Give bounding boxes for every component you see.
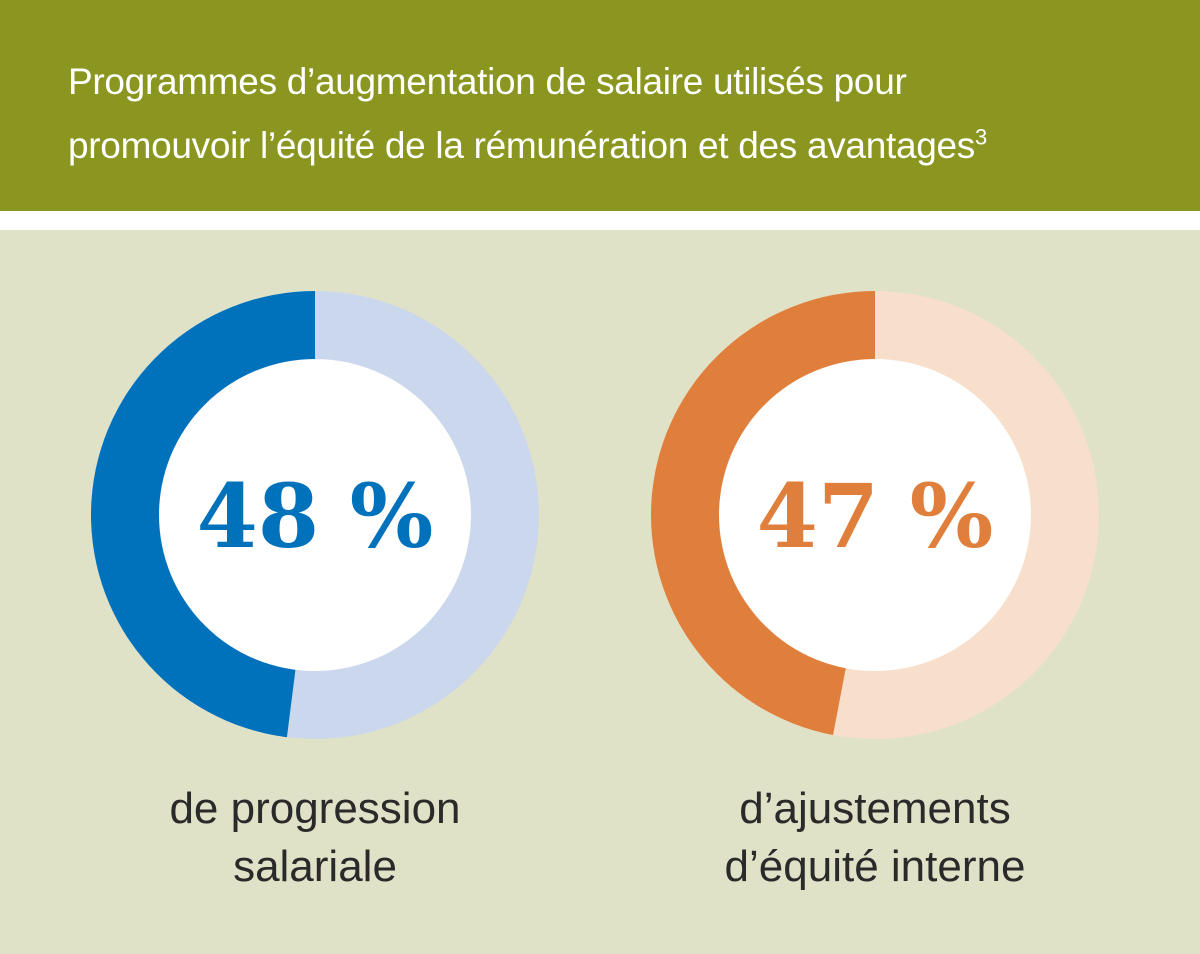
label-line-1: d’ajustements <box>739 784 1011 833</box>
donut-2-label: d’ajustements d’équité interne <box>595 780 1155 896</box>
title-line-1: Programmes d’augmentation de salaire uti… <box>68 61 907 102</box>
donut-hole <box>719 359 1031 671</box>
label-line-2: salariale <box>233 842 397 891</box>
donut-hole <box>159 359 471 671</box>
donut-value-label: 48 % <box>197 464 434 568</box>
footnote-marker: 3 <box>975 124 987 150</box>
donut-1-label: de progression salariale <box>35 780 595 896</box>
title-line-2: promouvoir l’équité de la rémunération e… <box>68 125 976 166</box>
chart-title: Programmes d’augmentation de salaire uti… <box>68 50 987 178</box>
header-banner <box>0 0 1200 211</box>
divider-stripe <box>0 211 1200 230</box>
donut-value-label: 47 % <box>757 464 994 568</box>
donut-2: 47 % <box>651 291 1099 739</box>
donut-1: 48 % <box>90 290 539 739</box>
label-line-1: de progression <box>169 784 461 833</box>
label-line-2: d’équité interne <box>724 842 1026 891</box>
